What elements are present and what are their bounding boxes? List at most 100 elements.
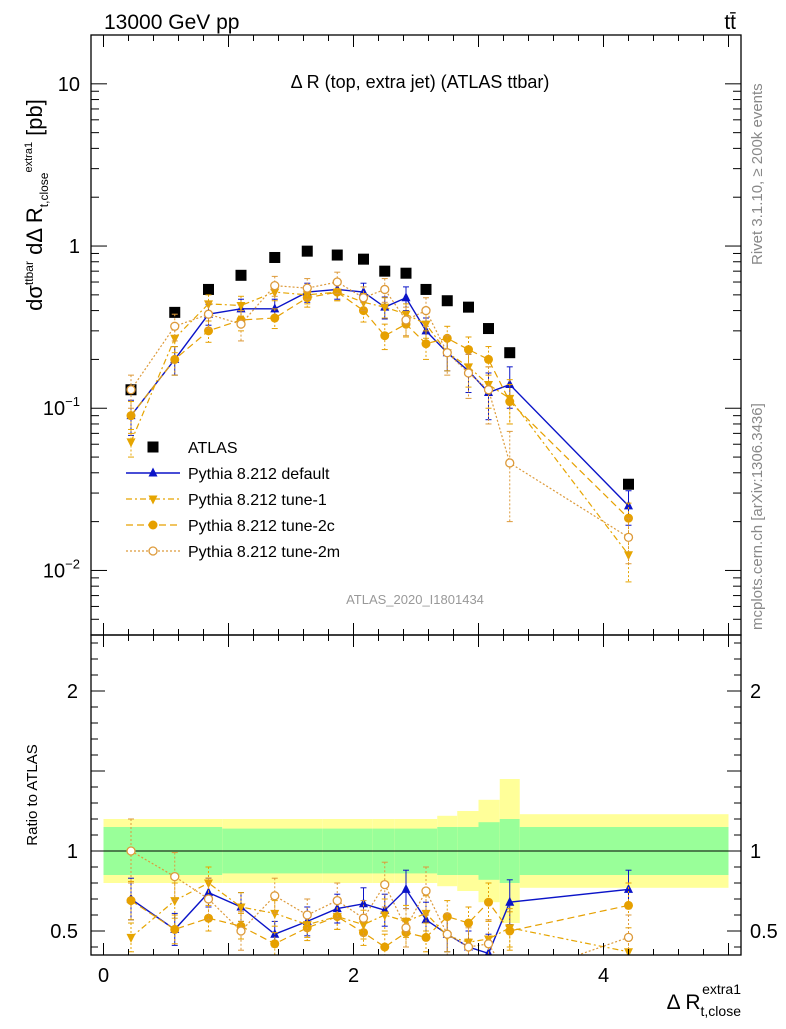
data-point — [401, 883, 411, 893]
data-point — [270, 909, 280, 919]
data-point — [483, 385, 494, 395]
data-point — [623, 478, 634, 490]
data-point — [302, 283, 312, 293]
series-line — [130, 291, 629, 519]
data-point — [623, 932, 634, 943]
ratio-y-tick-label: 2 — [67, 681, 78, 703]
data-point — [505, 926, 515, 936]
rivet-side-label: Rivet 3.1.10, ≥ 200k events — [749, 83, 766, 265]
legend-entry: Pythia 8.212 tune-2m — [126, 544, 340, 561]
ylabel-sigma-sup: ttbar — [22, 261, 36, 285]
data-point — [442, 929, 452, 939]
data-point — [332, 287, 342, 297]
data-point — [126, 438, 136, 448]
data-point — [483, 939, 494, 949]
data-point — [504, 347, 516, 359]
main-series-layer — [125, 245, 634, 583]
xlabel-sup: extra1 — [702, 981, 741, 997]
data-point — [169, 306, 181, 318]
data-point — [421, 909, 431, 919]
data-point — [624, 900, 633, 910]
data-point — [484, 354, 493, 364]
data-point — [441, 295, 453, 307]
data-point — [380, 331, 390, 341]
series-mc-tune2m — [126, 271, 634, 565]
series-line — [130, 291, 629, 556]
data-point — [170, 897, 180, 907]
xlabel-main: Δ R — [667, 991, 701, 1014]
analysis-watermark: ATLAS_2020_I1801434 — [346, 592, 484, 607]
data-point — [464, 345, 473, 355]
legend-marker — [148, 520, 158, 530]
data-point — [421, 339, 431, 349]
data-point — [421, 886, 431, 896]
ylabel-unit: [pb] — [22, 99, 47, 136]
data-point — [236, 926, 246, 936]
series-line — [130, 281, 629, 538]
y-tick-label: 10−2 — [43, 556, 80, 582]
data-point — [331, 249, 343, 261]
data-point — [464, 918, 473, 928]
data-point — [401, 292, 411, 302]
data-point — [420, 283, 432, 295]
data-point — [380, 284, 390, 295]
mcplots-side-label: mcplots.cern.ch [arXiv:1306.3436] — [749, 403, 766, 630]
data-point — [270, 280, 280, 291]
series-mc-tune2c — [126, 880, 633, 955]
series-line — [130, 288, 630, 507]
data-point — [170, 924, 180, 934]
x-tick-label: 2 — [348, 965, 359, 987]
data-point — [401, 315, 411, 325]
data-point — [203, 283, 214, 295]
data-point — [270, 939, 280, 949]
data-point — [302, 293, 312, 303]
ylabel-den-sub: t,close — [37, 172, 51, 207]
data-point — [484, 897, 493, 907]
series-mc-tune2c — [126, 283, 633, 538]
data-point — [358, 253, 369, 265]
data-point — [380, 879, 390, 890]
data-point — [126, 846, 136, 856]
series-line — [130, 900, 629, 948]
data-point — [463, 942, 474, 952]
legend-entry: ATLAS — [147, 440, 238, 457]
legend-marker — [148, 495, 158, 505]
svg-text:dσttbar dΔ Rt,closeextra1 [pb]: dσttbar dΔ Rt,closeextra1 [pb] — [22, 99, 51, 311]
data-point — [380, 303, 390, 313]
data-point — [235, 269, 247, 281]
data-point — [484, 947, 493, 955]
data-point — [170, 321, 180, 331]
legend-label: Pythia 8.212 tune-2m — [188, 544, 340, 561]
data-point — [380, 911, 390, 921]
x-tick-label: 0 — [98, 965, 109, 987]
series-line — [130, 882, 629, 953]
legend-label: Pythia 8.212 tune-1 — [188, 492, 327, 509]
data-point — [302, 910, 312, 920]
ylabel-den: dΔ R — [22, 207, 47, 255]
y-tick-label: 10−1 — [43, 394, 80, 420]
chart-title: Δ R (top, extra jet) (ATLAS ttbar) — [291, 72, 550, 92]
data-point — [126, 385, 136, 395]
data-point — [421, 320, 431, 330]
series-mc-default — [126, 280, 633, 526]
legend-marker — [148, 546, 158, 556]
data-point — [400, 267, 412, 279]
legend-marker — [148, 467, 158, 477]
ratio-y-tick-label-right: 0.5 — [750, 921, 778, 943]
data-point — [126, 411, 136, 421]
data-point — [203, 894, 214, 904]
data-point — [170, 871, 180, 882]
data-point — [505, 397, 515, 407]
ylabel-den-sup: extra1 — [23, 142, 35, 173]
data-point — [401, 923, 411, 933]
y-tick-label: 10 — [58, 74, 80, 96]
data-point — [236, 301, 246, 311]
x-tick-label: 4 — [598, 965, 609, 987]
data-point — [359, 898, 368, 908]
legend-marker — [147, 441, 159, 453]
data-point — [126, 896, 136, 906]
legend-entry: Pythia 8.212 default — [126, 466, 330, 483]
data-point — [170, 354, 180, 364]
data-point — [463, 368, 474, 378]
